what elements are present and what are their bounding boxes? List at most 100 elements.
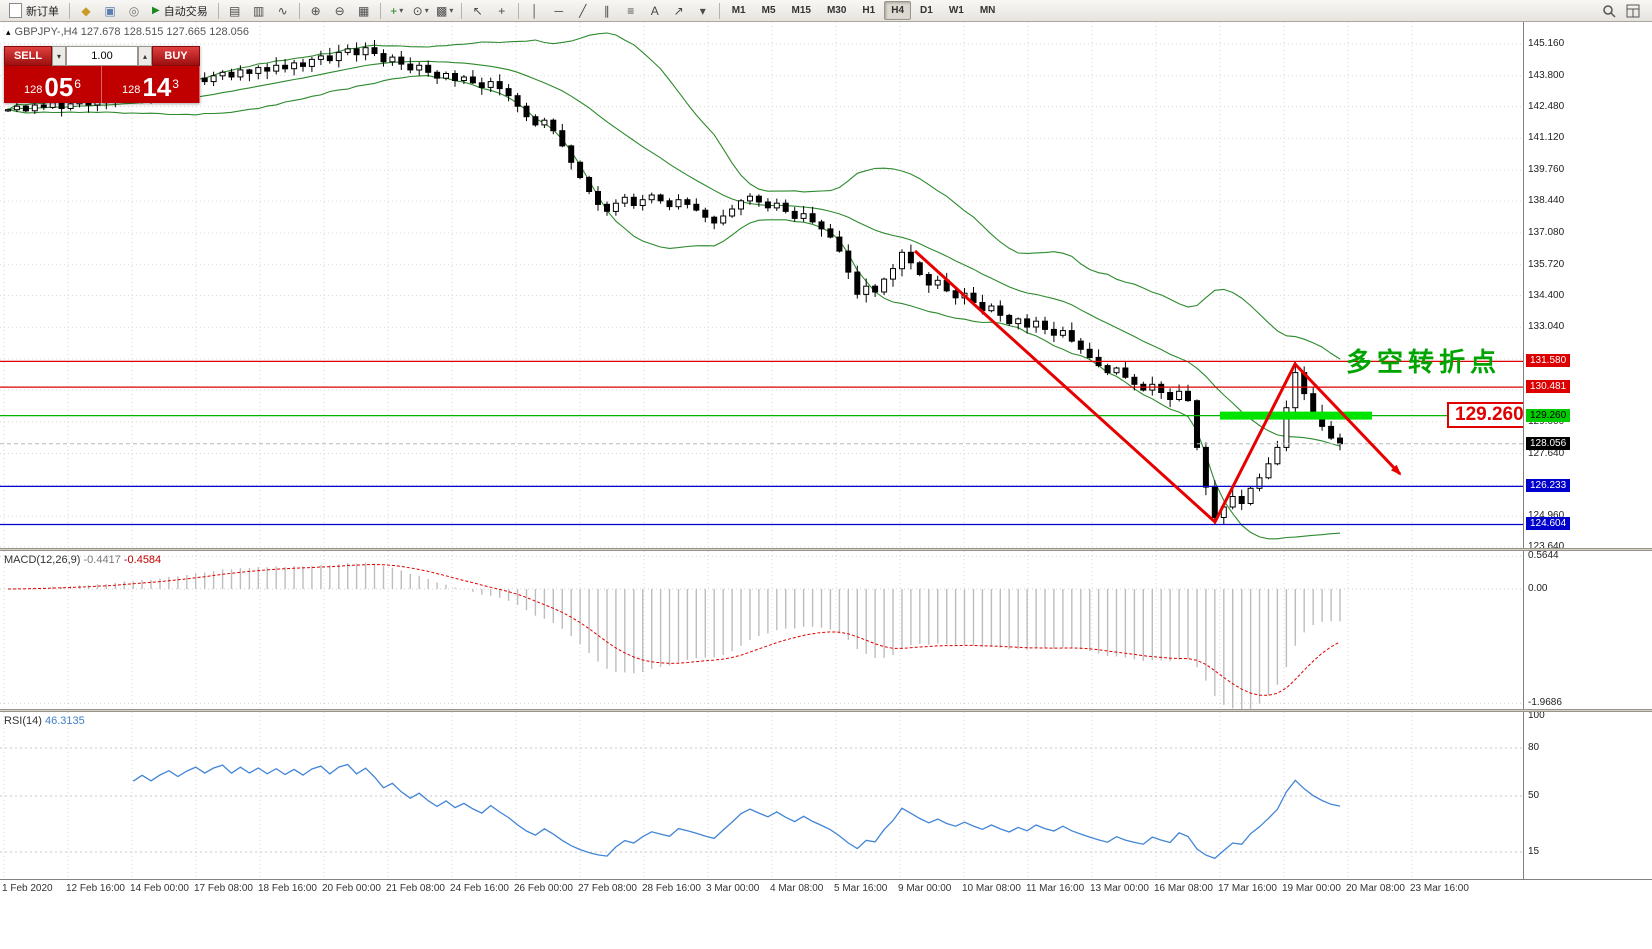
time-axis-label: 9 Mar 00:00	[898, 883, 952, 894]
time-axis-label: 17 Mar 16:00	[1218, 883, 1277, 894]
rsi-pane: RSI(14) 46.3135	[0, 712, 1523, 879]
objects-dropdown-button[interactable]: ▾	[692, 0, 714, 22]
cursor-icon: ↖	[472, 3, 483, 18]
market-watch-button[interactable]: ◆	[75, 0, 97, 22]
time-axis-label: 20 Mar 08:00	[1346, 883, 1405, 894]
time-axis-label: 5 Mar 16:00	[834, 883, 888, 894]
navigator-button[interactable]: ◎	[123, 0, 145, 22]
sell-button[interactable]: SELL	[4, 46, 52, 66]
price-chart-pane[interactable]: ▴ GBPJPY-,H4 127.678 128.515 127.665 128.…	[0, 22, 1523, 548]
candlestick-chart-button[interactable]: ▥	[248, 0, 270, 22]
indicators-button[interactable]: + ▾	[386, 0, 408, 22]
price-axis-label: 133.040	[1528, 321, 1565, 332]
price-level-tag: 128.056	[1526, 437, 1571, 450]
indicators-dropdown[interactable]: ▾	[399, 6, 404, 15]
support-highlight	[1220, 411, 1372, 420]
price-axis-label: 141.120	[1528, 132, 1565, 143]
price-axis-label: 127.640	[1528, 448, 1565, 459]
rsi-label: RSI(14) 46.3135	[4, 715, 85, 727]
rsi-axis-label: 15	[1528, 846, 1540, 857]
timeframe-m1[interactable]: M1	[731, 5, 746, 16]
horizontal-levels	[0, 360, 1523, 526]
cursor-button[interactable]: ↖	[467, 0, 489, 22]
candlesticks	[5, 40, 1343, 525]
time-axis-label: 3 Mar 00:00	[706, 883, 760, 894]
timeframe-m5[interactable]: M5	[761, 5, 776, 16]
text-button[interactable]: A	[644, 0, 666, 22]
timeframe-h1[interactable]: H1	[862, 5, 876, 16]
rsi-axis-label: 80	[1528, 742, 1540, 753]
timeframe-m30[interactable]: M30	[826, 5, 847, 16]
volume-up-button[interactable]: ▴	[138, 46, 152, 66]
timeframe-mn[interactable]: MN	[979, 5, 996, 16]
market-watch-icon: ◆	[81, 3, 91, 18]
fibonacci-button[interactable]: ≡	[620, 0, 642, 22]
zoom-in-button[interactable]: ⊕	[305, 0, 327, 22]
vertical-line-button[interactable]: │	[524, 0, 546, 22]
tile-windows-button[interactable]: ▦	[353, 0, 375, 22]
annotation-text: 多空转折点	[1346, 347, 1502, 377]
crosshair-button[interactable]: +	[491, 0, 513, 22]
equidistant-channel-button[interactable]: ∥	[596, 0, 618, 22]
timeframe-m15[interactable]: M15	[791, 5, 811, 16]
line-chart-icon: ∿	[277, 3, 288, 18]
zoom-out-button[interactable]: ⊖	[329, 0, 351, 22]
buy-price-display[interactable]: 128 14 3	[102, 66, 200, 103]
timeframe-h4[interactable]: H4	[884, 1, 912, 20]
time-axis-label: 14 Feb 00:00	[130, 883, 189, 894]
periods-button[interactable]: ⊙ ▾	[410, 0, 432, 22]
data-window-icon: ▣	[104, 3, 116, 18]
rsi-axis-label: 100	[1528, 710, 1545, 721]
periods-dropdown[interactable]: ▾	[424, 6, 429, 15]
buy-button[interactable]: BUY	[152, 46, 200, 66]
profiles-button[interactable]	[1622, 0, 1644, 22]
vertical-line-icon: │	[530, 3, 539, 18]
toolbar-separator	[379, 2, 381, 19]
line-chart-button[interactable]: ∿	[272, 0, 294, 22]
pane-divider[interactable]	[0, 709, 1652, 712]
time-axis-label: 17 Feb 08:00	[194, 883, 253, 894]
volume-down-button[interactable]: ▾	[52, 46, 66, 66]
timeframe-d1[interactable]: D1	[920, 5, 933, 16]
time-axis-label: 18 Feb 16:00	[258, 883, 317, 894]
trendline-button[interactable]: ╱	[572, 0, 594, 22]
tile-windows-icon: ▦	[358, 3, 370, 18]
symbol-ohlc-line: ▴ GBPJPY-,H4 127.678 128.515 127.665 128.…	[6, 26, 249, 38]
arrows-button[interactable]: ↗	[668, 0, 690, 22]
volume-input[interactable]	[66, 46, 138, 66]
toolbar: 新订单 ◆ ▣ ◎ ▶ 自动交易 ▤ ▥ ∿ ⊕ ⊖ ▦ + ▾ ⊙ ▾ ▩ ▾ ↖ + │ ─ ╱ ∥ ≡ A ↗ ▾ M1…	[0, 0, 1652, 22]
sell-price-display[interactable]: 128 05 6	[4, 66, 102, 103]
time-axis-label: 23 Mar 16:00	[1410, 883, 1469, 894]
bar-chart-icon: ▤	[229, 3, 241, 18]
zoom-out-icon: ⊖	[334, 3, 345, 18]
pane-divider[interactable]	[0, 548, 1652, 551]
price-level-tag: 130.481	[1526, 380, 1571, 393]
templates-dropdown[interactable]: ▾	[449, 6, 454, 15]
grid	[0, 22, 1523, 548]
timeframe-w1[interactable]: W1	[948, 5, 964, 16]
price-axis-label: 139.760	[1528, 164, 1565, 175]
price-axis-label: 134.400	[1528, 290, 1565, 301]
new-order-label: 新订单	[26, 5, 59, 18]
toolbar-separator	[69, 2, 70, 19]
autotrading-icon: ▶	[152, 5, 160, 16]
macd-histogram	[16, 562, 1341, 709]
price-chart	[0, 22, 1523, 548]
bar-chart-button[interactable]: ▤	[224, 0, 246, 22]
profiles-icon	[1626, 4, 1640, 17]
new-order-button[interactable]: 新订单	[4, 0, 64, 22]
one-click-collapse-arrow[interactable]: ▴	[6, 27, 11, 37]
time-axis-label: 4 Mar 08:00	[770, 883, 824, 894]
text-icon: A	[650, 3, 659, 18]
arrows-icon: ↗	[673, 3, 684, 18]
toolbar-separator	[460, 2, 462, 19]
horizontal-line-button[interactable]: ─	[548, 0, 570, 22]
templates-button[interactable]: ▩ ▾	[434, 0, 456, 22]
time-axis-label: 10 Mar 08:00	[962, 883, 1021, 894]
search-button[interactable]	[1598, 0, 1620, 22]
rsi-chart	[0, 712, 1523, 879]
time-axis-label: 13 Mar 00:00	[1090, 883, 1149, 894]
autotrading-button[interactable]: ▶ 自动交易	[147, 0, 213, 22]
data-window-button[interactable]: ▣	[99, 0, 121, 22]
price-axis-label: 123.640	[1528, 541, 1565, 552]
